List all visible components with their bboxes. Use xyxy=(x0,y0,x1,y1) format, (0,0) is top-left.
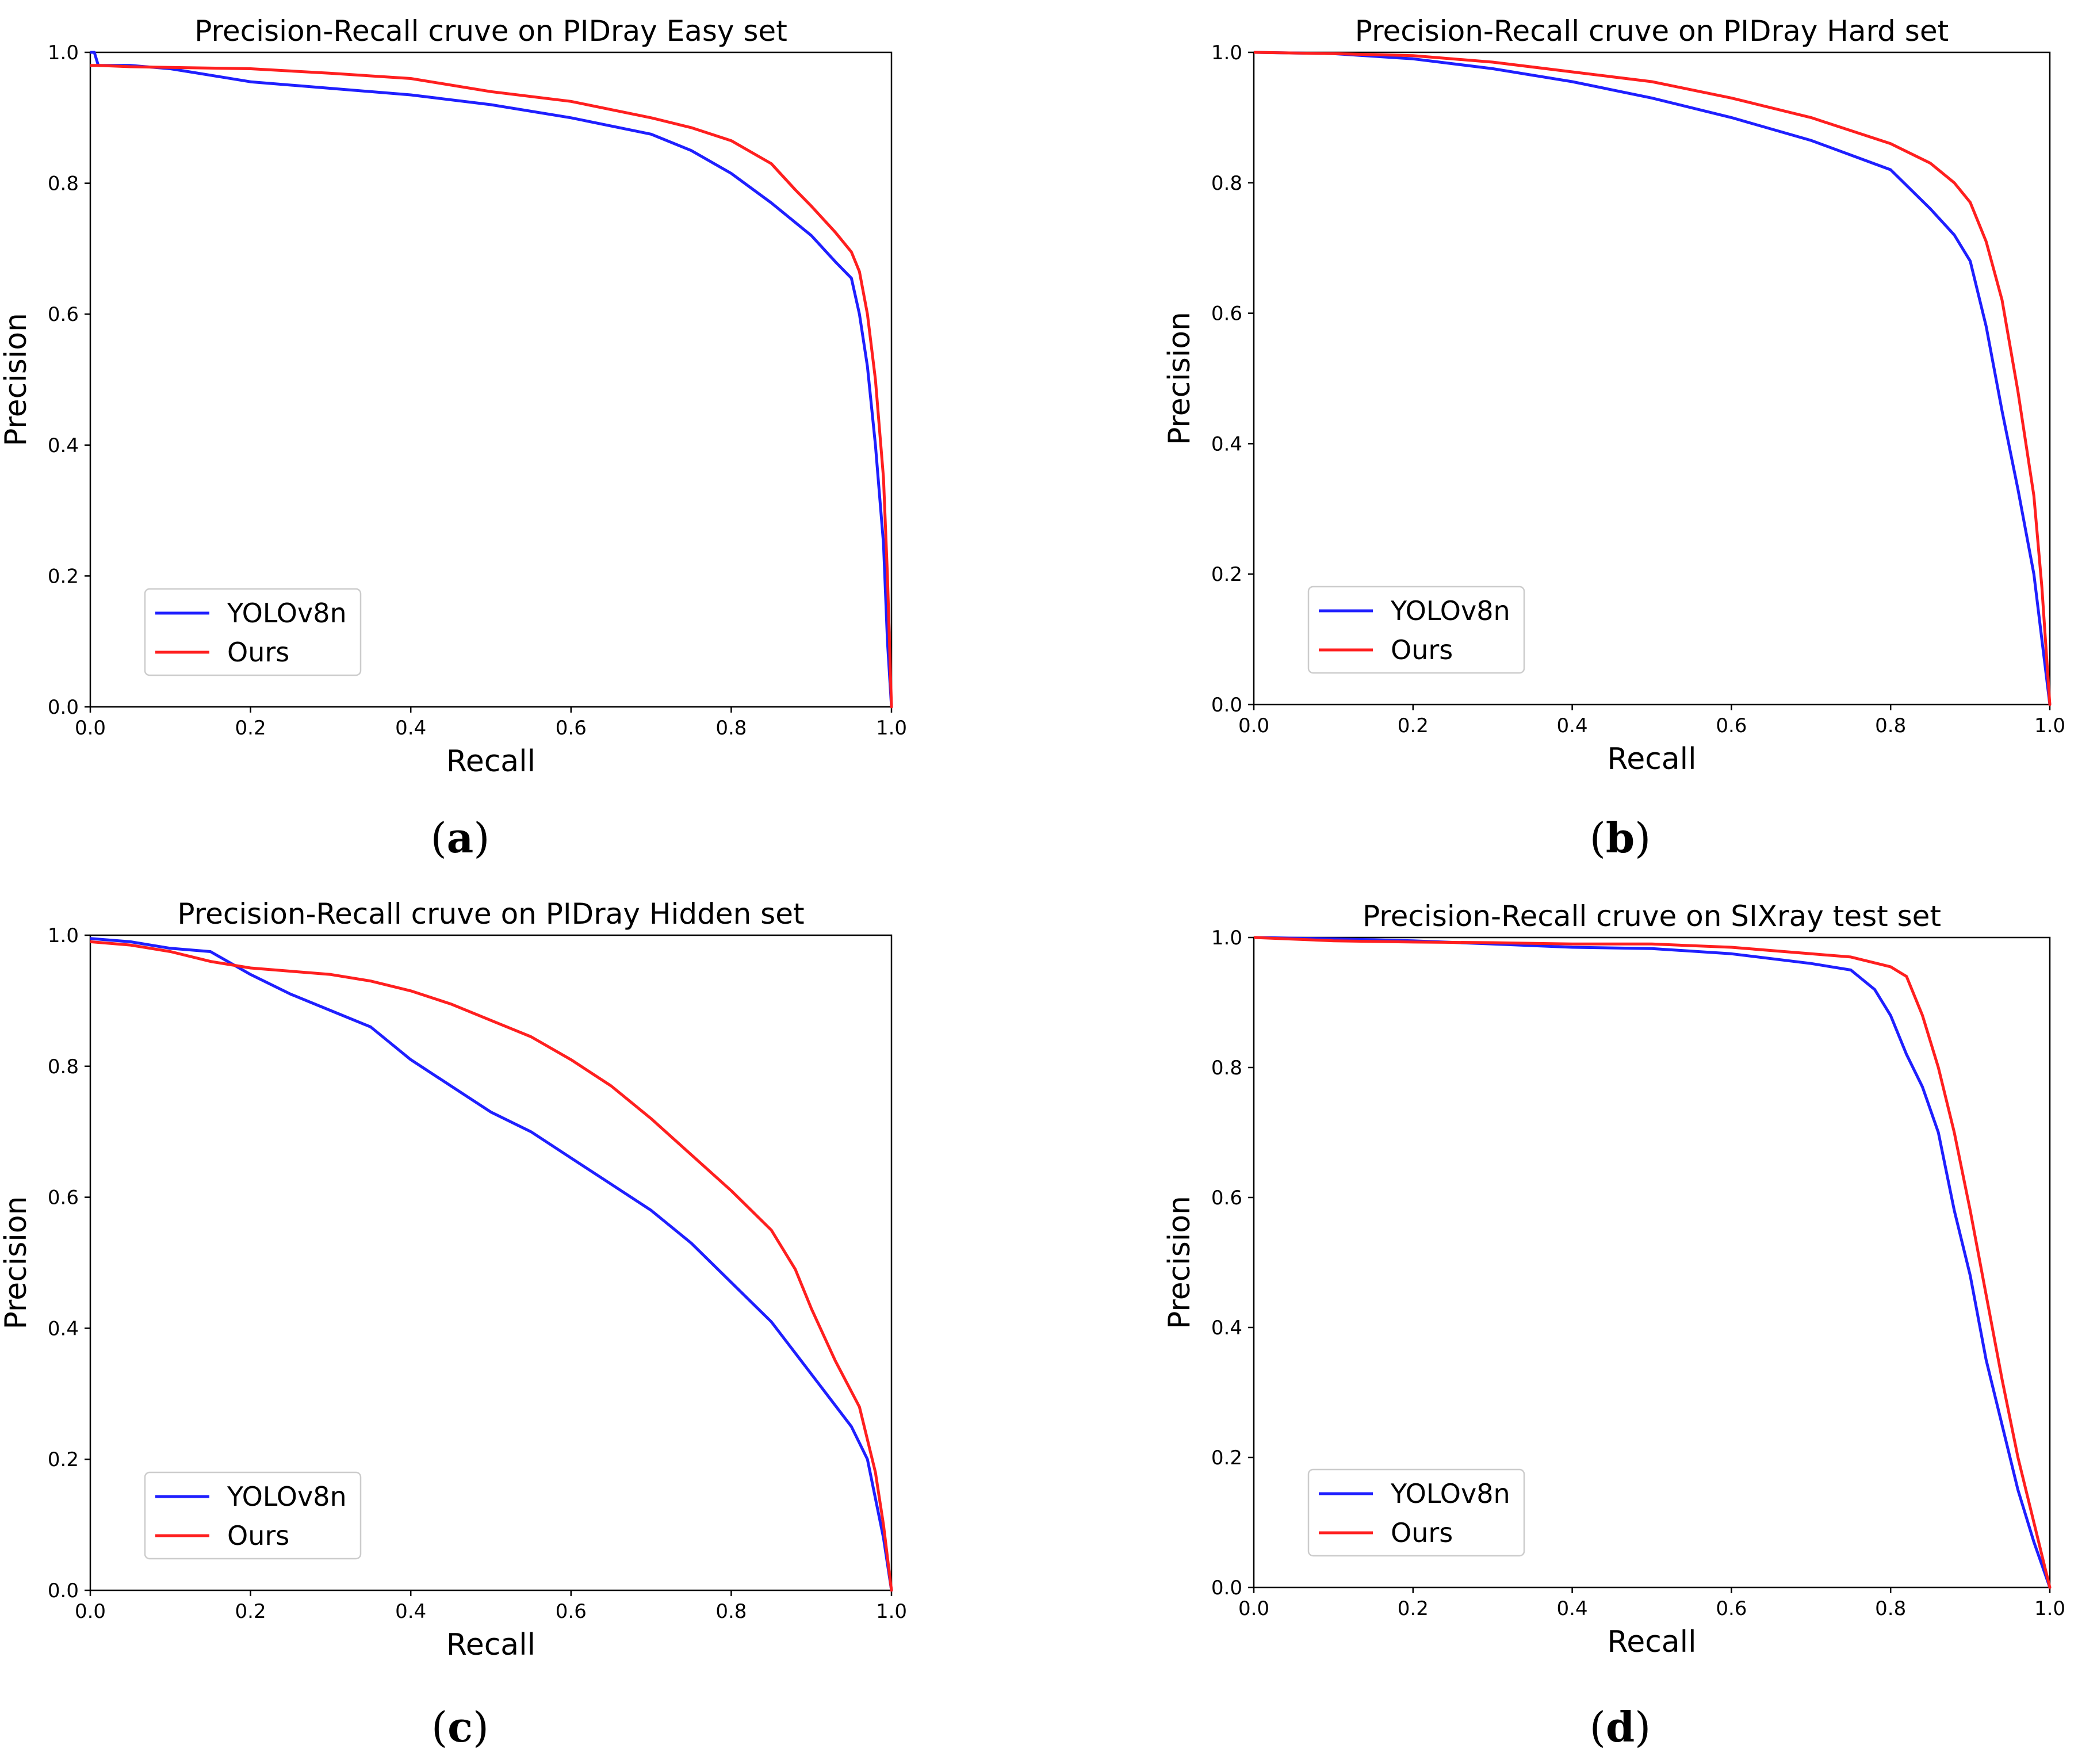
y-axis-label: Precision xyxy=(1162,312,1197,445)
x-tick-label: 0.6 xyxy=(556,717,587,740)
panel-caption-letter: a xyxy=(447,813,474,862)
series-line-ours xyxy=(1254,51,2052,706)
y-axis-label: Precision xyxy=(0,1196,33,1329)
y-tick-label: 0.2 xyxy=(48,1448,79,1471)
x-tick-label: 0.4 xyxy=(1557,714,1588,737)
x-axis-label: Recall xyxy=(446,744,535,779)
series-line-ours xyxy=(1254,936,2052,1589)
chart-panel-b: Precision-Recall cruve on PIDray Hard se… xyxy=(1162,14,2065,862)
x-tick-label: 0.0 xyxy=(1238,1597,1269,1620)
x-tick-label: 1.0 xyxy=(876,717,907,740)
y-tick-label: 1.0 xyxy=(1211,927,1242,950)
y-tick-label: 0.8 xyxy=(1211,1057,1242,1080)
legend-label: YOLOv8n xyxy=(227,598,347,629)
chart-panel-a: Precision-Recall cruve on PIDray Easy se… xyxy=(0,14,907,862)
y-tick-label: 1.0 xyxy=(1211,41,1242,64)
x-tick-label: 0.2 xyxy=(1398,1597,1429,1620)
legend-label: Ours xyxy=(227,1520,289,1551)
y-tick-label: 0.0 xyxy=(48,696,79,719)
y-tick-label: 0.8 xyxy=(48,173,79,196)
series-line-ours xyxy=(90,940,893,1592)
plot-frame xyxy=(1253,936,2051,1589)
panel-caption: (b) xyxy=(1590,813,1651,862)
plot-frame xyxy=(89,51,893,708)
x-tick-label: 1.0 xyxy=(2034,1597,2065,1620)
chart-title: Precision-Recall cruve on SIXray test se… xyxy=(1363,900,1941,933)
legend: YOLOv8n Ours xyxy=(144,588,362,676)
y-tick-label: 0.6 xyxy=(1211,1187,1242,1210)
x-tick-label: 0.8 xyxy=(715,717,747,740)
legend-label: Ours xyxy=(227,637,289,668)
plot-frame xyxy=(89,934,893,1591)
panel-caption: (a) xyxy=(431,813,490,862)
y-tick-label: 0.8 xyxy=(1211,172,1242,195)
x-tick-label: 0.4 xyxy=(395,1600,426,1623)
x-tick-label: 1.0 xyxy=(876,1600,907,1623)
panel-caption-letter: b xyxy=(1606,813,1635,862)
y-tick-label: 0.6 xyxy=(48,303,79,326)
chart-title: Precision-Recall cruve on PIDray Hard se… xyxy=(1355,14,1949,48)
chart-title: Precision-Recall cruve on PIDray Easy se… xyxy=(194,14,787,48)
x-tick-label: 0.2 xyxy=(235,717,266,740)
y-tick-label: 0.2 xyxy=(48,565,79,588)
x-tick-label: 0.8 xyxy=(715,1600,747,1623)
chart-panel-d: Precision-Recall cruve on SIXray test se… xyxy=(1162,900,2065,1751)
x-tick-label: 0.2 xyxy=(235,1600,266,1623)
y-tick-label: 0.2 xyxy=(1211,1447,1242,1470)
x-axis-label: Recall xyxy=(446,1628,535,1662)
legend: YOLOv8n Ours xyxy=(144,1471,362,1560)
y-tick-label: 0.0 xyxy=(48,1579,79,1602)
y-tick-label: 0.2 xyxy=(1211,563,1242,586)
x-tick-label: 0.6 xyxy=(1716,714,1747,737)
x-tick-label: 0.2 xyxy=(1398,714,1429,737)
x-tick-label: 0.4 xyxy=(395,717,426,740)
series-line-ours xyxy=(90,64,893,709)
plot-frame xyxy=(1253,51,2051,706)
x-tick-label: 0.6 xyxy=(556,1600,587,1623)
legend-label: YOLOv8n xyxy=(1390,595,1510,626)
y-axis-label: Precision xyxy=(1162,1196,1197,1329)
legend: YOLOv8n Ours xyxy=(1307,586,1525,674)
x-tick-label: 0.8 xyxy=(1875,714,1906,737)
legend-label: YOLOv8n xyxy=(1390,1478,1510,1509)
y-tick-label: 0.4 xyxy=(1211,433,1242,456)
x-tick-label: 1.0 xyxy=(2034,714,2065,737)
legend: YOLOv8n Ours xyxy=(1307,1468,1525,1557)
x-tick-label: 0.0 xyxy=(75,1600,106,1623)
series-line-yolov8n xyxy=(1254,51,2052,706)
series-line-yolov8n xyxy=(1254,936,2052,1589)
y-tick-label: 0.6 xyxy=(1211,303,1242,326)
y-tick-label: 0.0 xyxy=(1211,1576,1242,1600)
y-tick-label: 0.8 xyxy=(48,1055,79,1078)
x-tick-label: 0.4 xyxy=(1557,1597,1588,1620)
x-tick-label: 0.0 xyxy=(75,717,106,740)
y-tick-label: 1.0 xyxy=(48,41,79,64)
y-tick-label: 0.0 xyxy=(1211,694,1242,717)
x-tick-label: 0.8 xyxy=(1875,1597,1906,1620)
legend-label: Ours xyxy=(1391,1517,1453,1548)
y-axis-label: Precision xyxy=(0,313,33,446)
chart-title: Precision-Recall cruve on PIDray Hidden … xyxy=(177,897,804,931)
legend-label: Ours xyxy=(1391,634,1453,665)
y-tick-label: 0.4 xyxy=(48,1317,79,1340)
panel-caption-letter: c xyxy=(447,1702,473,1751)
y-tick-label: 0.4 xyxy=(48,434,79,457)
panel-caption: (c) xyxy=(431,1702,489,1751)
y-tick-label: 1.0 xyxy=(48,924,79,947)
chart-panel-c: Precision-Recall cruve on PIDray Hidden … xyxy=(0,897,907,1751)
x-axis-label: Recall xyxy=(1607,1625,1696,1659)
panel-caption-letter: d xyxy=(1606,1702,1635,1751)
panel-caption: (d) xyxy=(1590,1702,1651,1751)
x-tick-label: 0.6 xyxy=(1716,1597,1747,1620)
y-tick-label: 0.4 xyxy=(1211,1317,1242,1340)
legend-label: YOLOv8n xyxy=(227,1481,347,1512)
x-tick-label: 0.0 xyxy=(1238,714,1269,737)
y-tick-label: 0.6 xyxy=(48,1187,79,1210)
x-axis-label: Recall xyxy=(1607,742,1696,776)
